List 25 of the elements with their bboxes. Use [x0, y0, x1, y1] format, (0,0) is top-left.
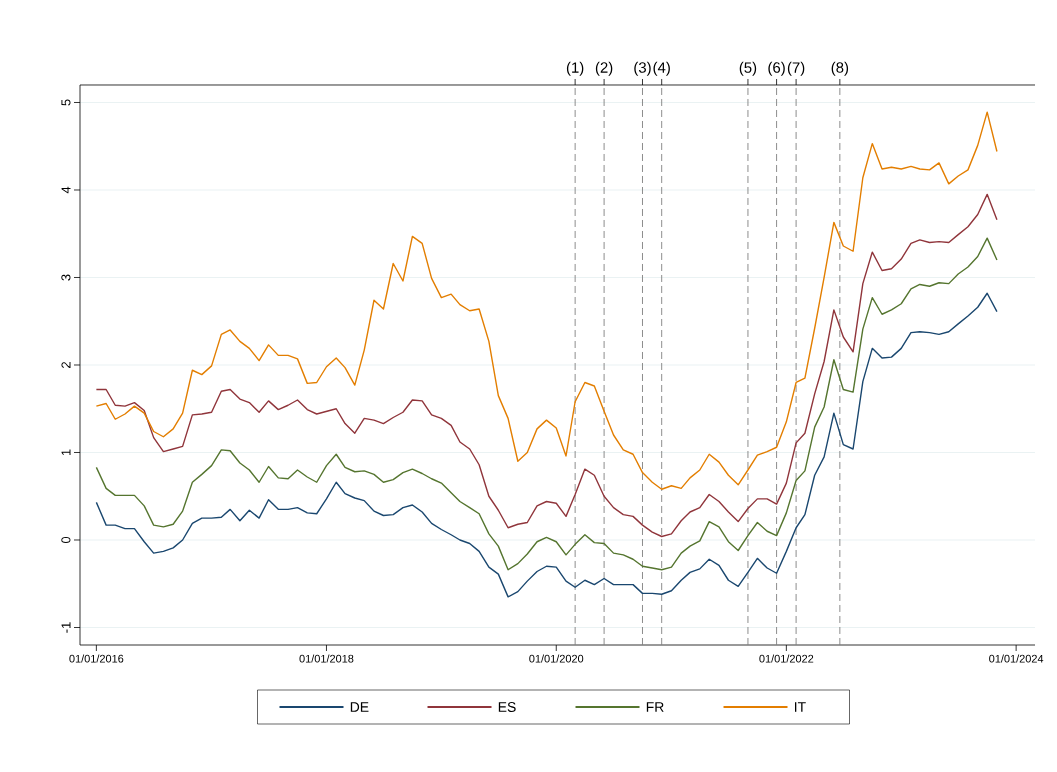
x-tick-label: 01/01/2022 [759, 654, 814, 663]
x-tick-label: 01/01/2018 [299, 654, 354, 663]
ref-line-label: (1) [566, 61, 584, 76]
legend-label: DE [350, 702, 369, 712]
legend-label: ES [498, 702, 516, 712]
x-tick-label: 01/01/2020 [529, 654, 584, 663]
legend-label: IT [794, 702, 806, 712]
y-tick-label: 4 [61, 186, 71, 194]
ref-line-label: (3) [634, 61, 651, 76]
legend-label: FR [646, 702, 664, 712]
x-tick-label: 01/01/2024 [989, 654, 1044, 663]
ref-line-label: (2) [595, 61, 613, 76]
ref-line-label: (5) [739, 61, 757, 76]
y-tick-label: -1 [61, 622, 71, 633]
ref-line-label: (8) [831, 61, 849, 76]
y-tick-label: 2 [61, 362, 71, 368]
y-tick-label: 0 [61, 536, 71, 544]
y-tick-label: 3 [61, 274, 71, 281]
ref-line-label: (6) [768, 61, 785, 76]
ref-line-label: (7) [787, 61, 805, 76]
ref-line-label: (4) [653, 61, 670, 76]
y-tick-label: 5 [61, 99, 71, 106]
x-tick-label: 01/01/2016 [69, 654, 124, 663]
y-tick-label: 1 [61, 449, 71, 456]
line-series [95, 111, 998, 490]
